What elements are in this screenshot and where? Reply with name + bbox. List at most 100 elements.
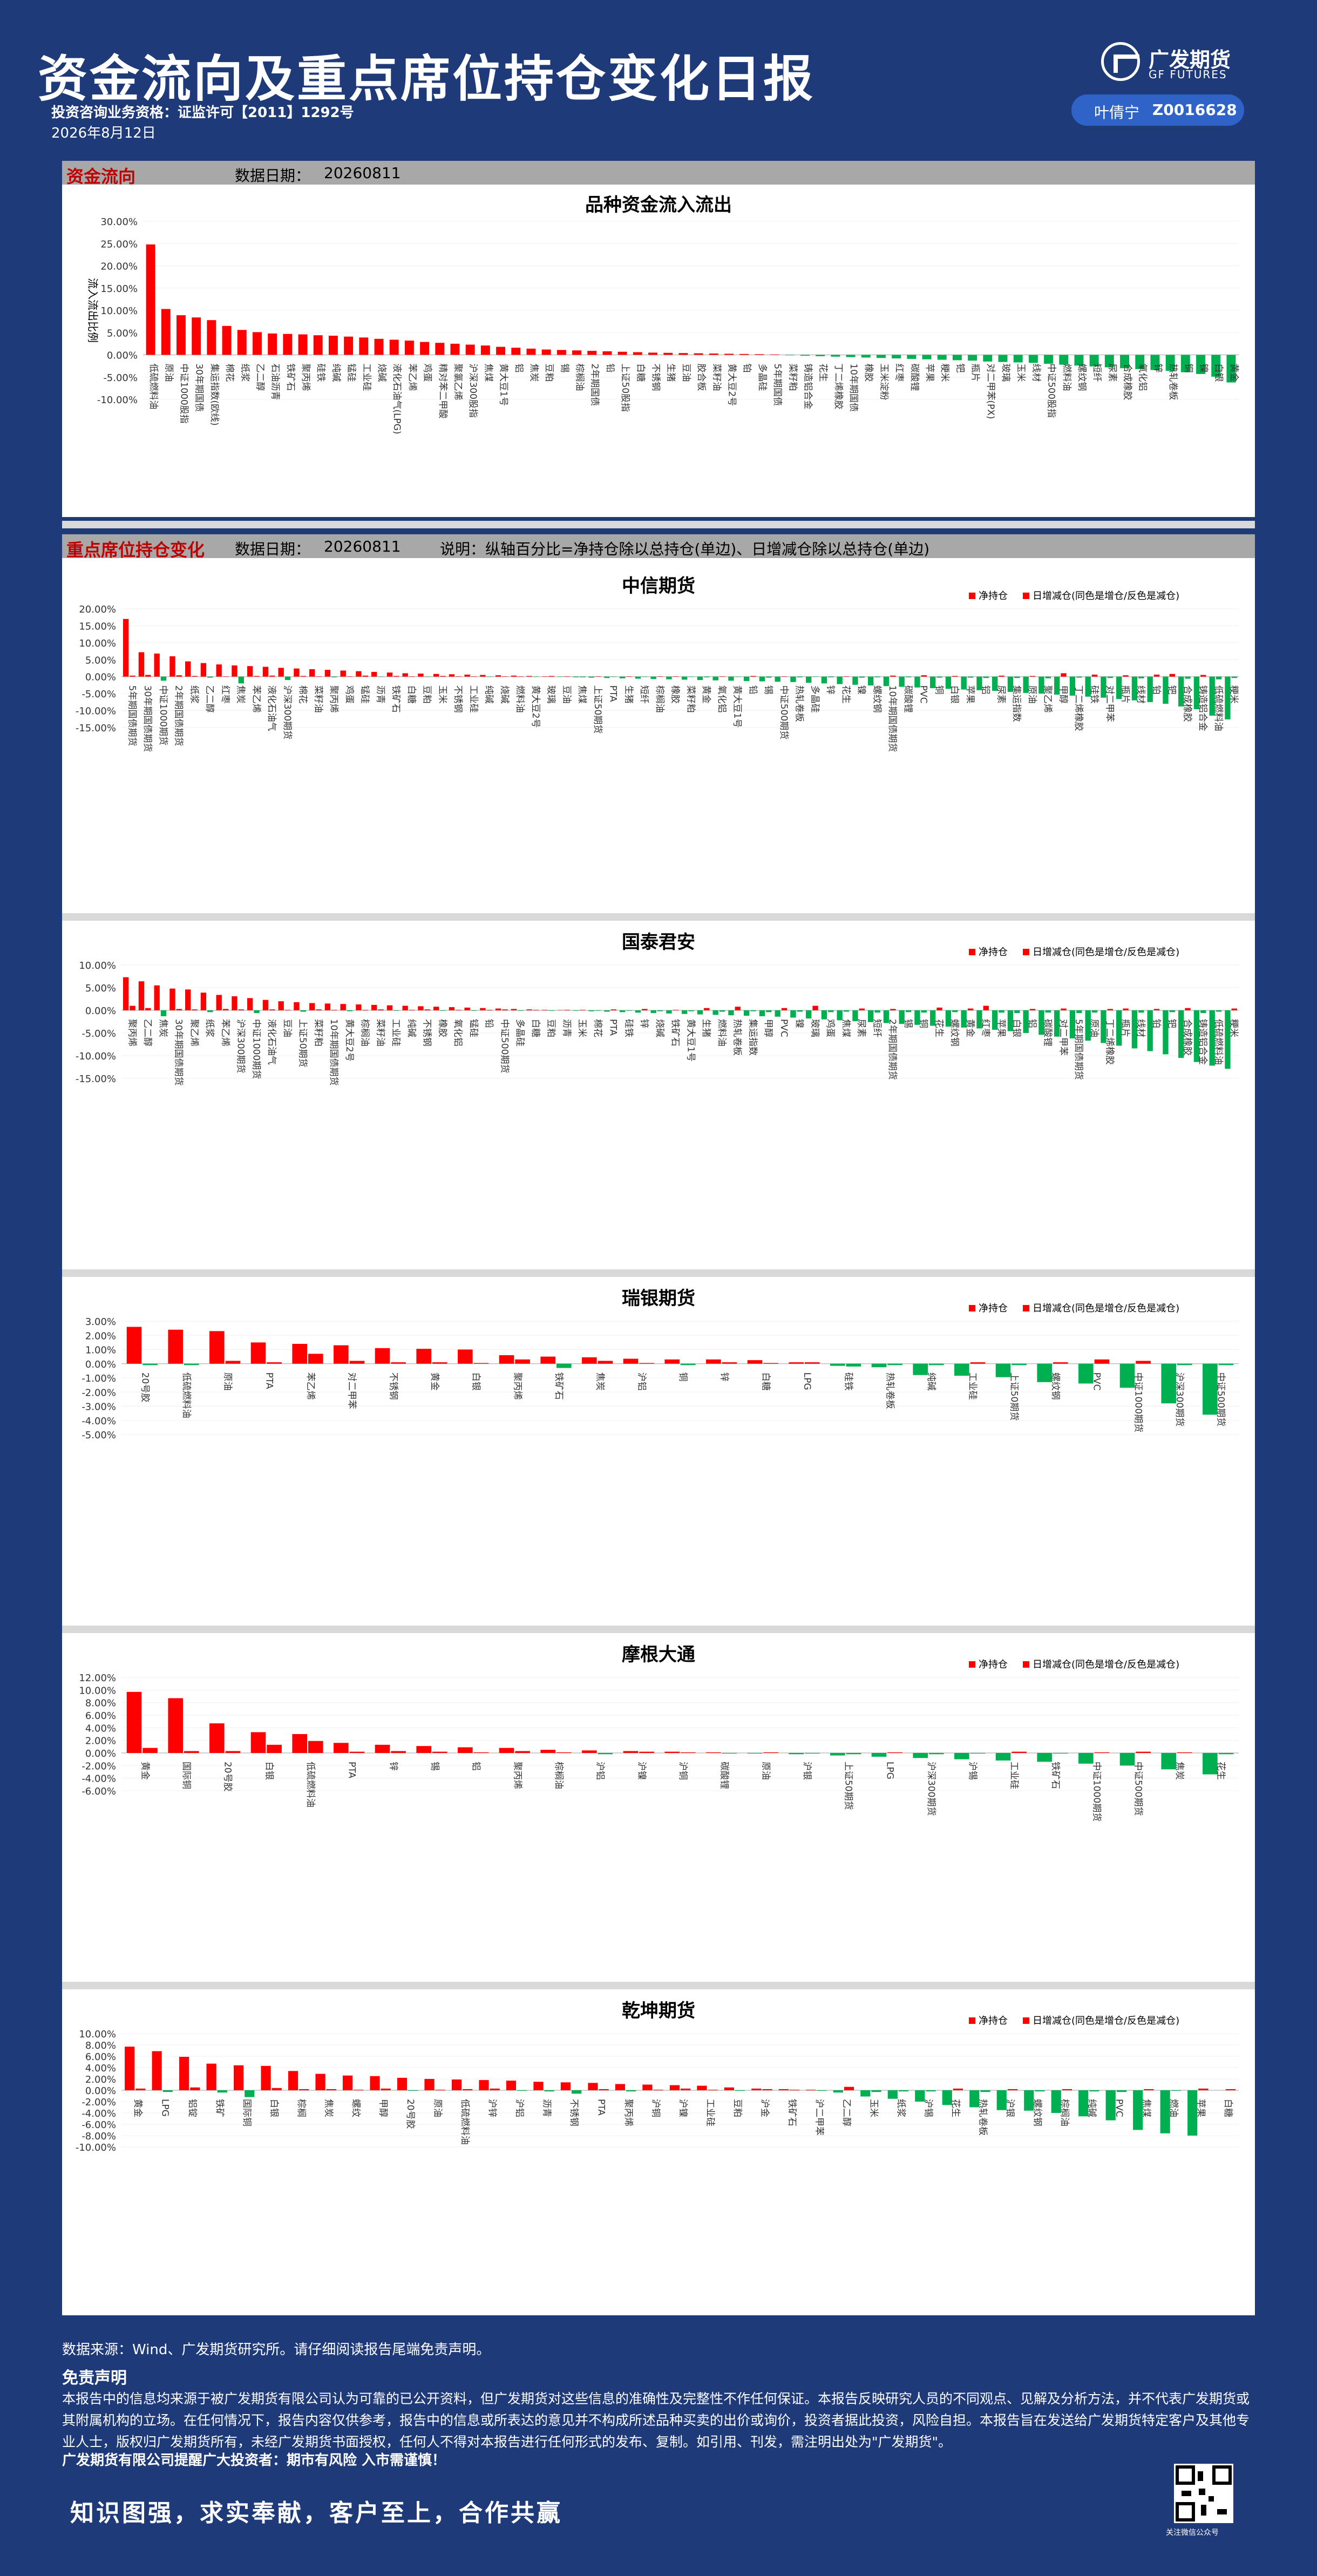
category-label: 铅 — [605, 364, 615, 373]
bar — [298, 334, 308, 355]
category-label: 锰硅 — [346, 364, 357, 382]
category-label: 豆粕 — [544, 364, 554, 382]
daily-bar — [812, 1005, 818, 1010]
category-label: 工业硅 — [468, 685, 479, 713]
category-label: 螺纹钢 — [871, 685, 882, 713]
net-bar — [883, 676, 890, 687]
daily-bar — [299, 2089, 309, 2090]
y-tick-label: 30.00% — [100, 216, 138, 228]
daily-bar — [1007, 2089, 1018, 2090]
category-label: 氧化铝 — [716, 685, 727, 713]
daily-bar — [145, 1008, 151, 1010]
category-label: 20号胶 — [222, 1762, 233, 1792]
bar — [450, 343, 460, 355]
net-bar — [480, 675, 486, 677]
daily-bar — [1091, 1010, 1098, 1013]
category-label: 焦炭 — [323, 2099, 334, 2117]
daily-bar — [308, 1741, 323, 1753]
bar — [694, 353, 703, 355]
daily-bar — [225, 1361, 241, 1364]
category-label: 低硫燃料油 — [459, 2099, 470, 2145]
category-label: 豆粕 — [546, 1019, 556, 1037]
category-label: 热轧卷板 — [794, 685, 805, 722]
net-bar — [790, 676, 796, 682]
category-label: PVC — [1114, 2099, 1124, 2117]
y-axis-label: 流入流出比例 — [86, 278, 99, 343]
y-tick-label: 6.00% — [85, 2051, 116, 2063]
category-label: 多晶硅 — [757, 364, 768, 391]
category-label: 丁二烯橡胶 — [833, 364, 844, 410]
net-bar — [1101, 1010, 1106, 1043]
daily-bar — [719, 1010, 725, 1012]
category-label: 5年期国债期货 — [1073, 1019, 1084, 1080]
category-label: 铅 — [484, 1019, 494, 1028]
daily-bar — [626, 676, 632, 677]
category-label: 不锈钢 — [650, 364, 661, 391]
net-bar — [582, 1357, 597, 1364]
daily-bar — [326, 2089, 336, 2090]
daily-bar — [502, 1009, 508, 1010]
category-label: 甲醇 — [763, 1019, 773, 1037]
net-bar — [533, 2082, 544, 2090]
category-label: 苯乙烯 — [220, 1019, 230, 1046]
category-label: 不锈钢 — [422, 1019, 432, 1046]
category-label: 铁矿石 — [1050, 1762, 1061, 1789]
category-label: 低硫燃料油 — [181, 1372, 192, 1418]
category-label: 10年期国债 — [848, 364, 859, 412]
category-label: 瓶片 — [970, 364, 981, 382]
category-label: 纯碱 — [406, 1019, 417, 1037]
daily-bar — [1138, 676, 1144, 678]
daily-bar — [898, 2090, 909, 2092]
net-bar — [1225, 676, 1231, 719]
category-label: 集运指数 — [747, 1019, 758, 1056]
daily-bar — [967, 1008, 974, 1010]
daily-bar — [408, 2090, 418, 2091]
net-bar — [152, 2051, 162, 2090]
category-label: 上证50股指 — [620, 364, 630, 412]
net-bar — [961, 676, 967, 690]
category-label: 苯乙烯 — [250, 685, 261, 713]
category-label: 不锈钢 — [388, 1372, 398, 1400]
net-bar — [806, 676, 812, 683]
category-label: 白糖 — [760, 1372, 771, 1391]
category-label: 螺纹钢 — [1076, 364, 1087, 391]
bar — [998, 355, 1008, 362]
net-bar — [868, 1010, 874, 1022]
net-bar — [945, 1010, 952, 1027]
category-label: 短纤 — [871, 1019, 882, 1037]
category-label: 硅铁 — [1089, 685, 1099, 704]
bar — [892, 355, 901, 359]
net-bar — [168, 1329, 183, 1364]
net-bar — [294, 668, 300, 677]
y-tick-label: -10.00% — [97, 395, 138, 406]
net-bar — [930, 1010, 936, 1026]
net-bar — [588, 1010, 594, 1011]
daily-bar — [766, 676, 772, 678]
y-tick-label: 0.00% — [85, 1005, 116, 1017]
net-bar — [976, 676, 982, 690]
daily-bar — [1200, 675, 1206, 677]
y-tick-label: 1.00% — [85, 1345, 116, 1356]
legend-swatch-net — [969, 949, 975, 955]
category-label: PTA — [608, 1019, 619, 1036]
category-label: 豆油 — [282, 1019, 293, 1037]
daily-bar — [393, 1010, 399, 1011]
category-label: 棕榈油 — [359, 1019, 370, 1046]
net-bar — [1023, 676, 1029, 693]
net-bar — [833, 2090, 843, 2093]
net-bar — [1209, 676, 1215, 716]
net-bar — [682, 1010, 688, 1014]
net-bar — [154, 653, 160, 677]
net-bar — [623, 1751, 639, 1753]
category-label: 沪镍 — [677, 2099, 688, 2117]
category-label: 多晶硅 — [514, 1019, 525, 1046]
category-label: 燃料油 — [716, 1019, 727, 1046]
category-label: 中证1000期货 — [1132, 1372, 1143, 1432]
category-label: 豆油 — [681, 364, 691, 382]
category-label: 苹果 — [1195, 2099, 1206, 2117]
daily-bar — [1029, 1009, 1036, 1010]
net-bar — [216, 664, 222, 677]
chart-qk: 10.00%8.00%6.00%4.00%2.00%0.00%-2.00%-4.… — [76, 2015, 1239, 2153]
net-bar — [821, 1010, 827, 1019]
daily-bar — [160, 676, 167, 681]
